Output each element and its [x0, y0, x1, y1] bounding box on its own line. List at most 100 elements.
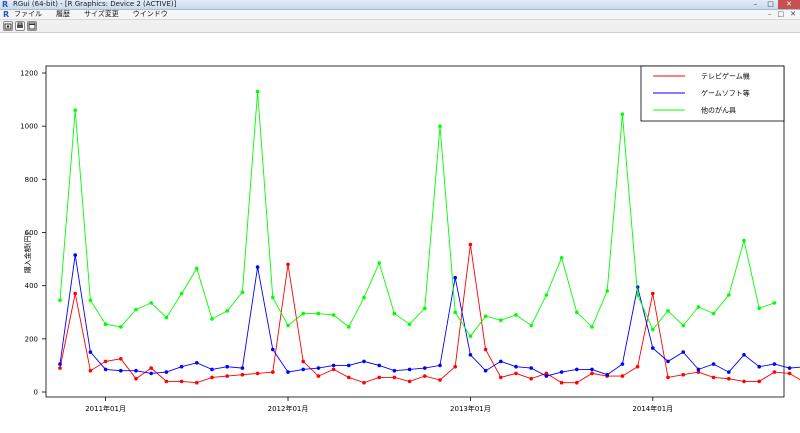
- data-point-0-27: [468, 242, 473, 247]
- data-point-0-19: [347, 375, 351, 380]
- data-point-0-41: [681, 372, 685, 377]
- data-point-1-47: [772, 362, 777, 366]
- menu-resize[interactable]: サイズ変更: [84, 10, 119, 18]
- data-point-1-30: [514, 364, 518, 369]
- copy-metafile-button[interactable]: [3, 21, 13, 31]
- data-point-0-25: [438, 378, 442, 382]
- data-point-1-42: [696, 367, 701, 372]
- data-point-0-32: [544, 371, 549, 376]
- window-button[interactable]: [27, 21, 37, 31]
- data-point-0-30: [514, 371, 518, 376]
- data-point-2-21: [377, 261, 382, 265]
- menu-window[interactable]: ウインドウ: [132, 10, 168, 18]
- data-point-0-23: [407, 379, 412, 384]
- data-point-1-26: [453, 275, 458, 280]
- data-point-1-35: [590, 367, 594, 372]
- data-point-2-11: [225, 309, 229, 313]
- data-point-1-7: [164, 370, 169, 374]
- legend-label: ゲームソフト等: [701, 89, 750, 98]
- data-point-2-15: [286, 323, 290, 328]
- data-point-2-22: [392, 311, 397, 316]
- data-point-2-26: [453, 310, 458, 315]
- data-point-0-6: [149, 366, 153, 370]
- maximize-button[interactable]: □: [767, 0, 774, 8]
- data-point-0-1: [73, 291, 77, 296]
- data-point-2-44: [727, 293, 731, 297]
- data-point-1-36: [605, 372, 609, 377]
- child-close-button[interactable]: ✕: [790, 10, 796, 18]
- data-point-2-19: [347, 325, 351, 329]
- data-point-1-19: [347, 363, 351, 368]
- series-line-0: [59, 244, 800, 384]
- data-point-0-34: [575, 380, 579, 385]
- data-point-2-16: [301, 311, 306, 316]
- data-point-1-8: [179, 364, 184, 369]
- data-point-2-18: [331, 313, 336, 317]
- data-point-2-17: [316, 311, 321, 316]
- data-point-0-47: [772, 370, 777, 374]
- data-point-2-33: [559, 256, 564, 260]
- child-restore-button[interactable]: □: [777, 10, 785, 18]
- data-point-2-29: [499, 318, 503, 323]
- data-point-1-0: [58, 362, 62, 366]
- data-point-0-43: [711, 375, 716, 380]
- data-point-0-40: [666, 375, 670, 380]
- data-point-0-3: [103, 359, 108, 364]
- y-tick-label: 1000: [20, 123, 38, 131]
- data-point-2-12: [240, 290, 245, 295]
- x-tick-label: 2013年01月: [450, 404, 491, 413]
- x-tick-label: 2011年01月: [85, 404, 126, 413]
- y-tick-label: 200: [25, 335, 38, 343]
- r-menu-icon[interactable]: R: [3, 10, 10, 19]
- window-title: RGui (64-bit) - [R Graphics: Device 2 (A…: [13, 0, 177, 8]
- data-point-1-6: [149, 371, 153, 376]
- menu-file[interactable]: ファイル: [14, 10, 42, 18]
- data-point-1-23: [407, 367, 412, 372]
- data-point-2-34: [575, 310, 579, 315]
- data-point-1-11: [225, 364, 229, 369]
- data-point-0-35: [590, 371, 594, 376]
- data-point-1-18: [331, 363, 336, 368]
- data-point-2-43: [711, 311, 716, 316]
- legend-label: テレビゲーム機: [701, 72, 750, 81]
- data-point-1-40: [666, 359, 670, 364]
- data-point-1-34: [575, 367, 579, 372]
- data-point-2-36: [605, 289, 609, 293]
- data-point-0-10: [210, 375, 214, 380]
- data-point-0-38: [635, 364, 640, 369]
- data-point-2-8: [179, 291, 184, 296]
- minimize-button[interactable]: –: [753, 0, 758, 8]
- data-point-2-27: [468, 334, 473, 339]
- data-point-2-14: [271, 295, 275, 300]
- menu-history[interactable]: 履歴: [56, 10, 70, 18]
- window-icon: [28, 22, 36, 30]
- data-point-2-1: [73, 108, 77, 112]
- data-point-2-25: [438, 124, 442, 128]
- data-point-1-33: [559, 370, 564, 374]
- y-tick-label: 600: [25, 229, 38, 237]
- data-point-1-45: [742, 353, 746, 357]
- data-point-2-24: [423, 306, 427, 311]
- data-point-0-5: [134, 376, 138, 381]
- child-minimize-button[interactable]: –: [768, 10, 772, 18]
- data-point-2-45: [742, 238, 746, 243]
- data-point-0-11: [225, 374, 229, 378]
- data-point-0-42: [696, 370, 701, 374]
- data-point-1-1: [73, 253, 77, 257]
- close-button[interactable]: ✕: [778, 0, 800, 9]
- data-point-2-39: [651, 327, 655, 332]
- data-point-2-35: [590, 325, 594, 329]
- data-point-1-10: [210, 367, 214, 372]
- data-point-0-44: [727, 376, 731, 381]
- print-button[interactable]: [15, 21, 25, 31]
- data-point-1-5: [134, 368, 138, 373]
- data-point-0-17: [316, 374, 321, 378]
- data-point-0-12: [240, 372, 245, 377]
- data-point-1-25: [438, 363, 442, 368]
- data-point-0-39: [651, 291, 655, 296]
- data-point-2-38: [635, 293, 640, 297]
- data-point-2-20: [362, 295, 366, 300]
- chart-plot: [58, 89, 800, 385]
- data-point-2-0: [58, 298, 62, 303]
- data-point-1-4: [119, 368, 123, 373]
